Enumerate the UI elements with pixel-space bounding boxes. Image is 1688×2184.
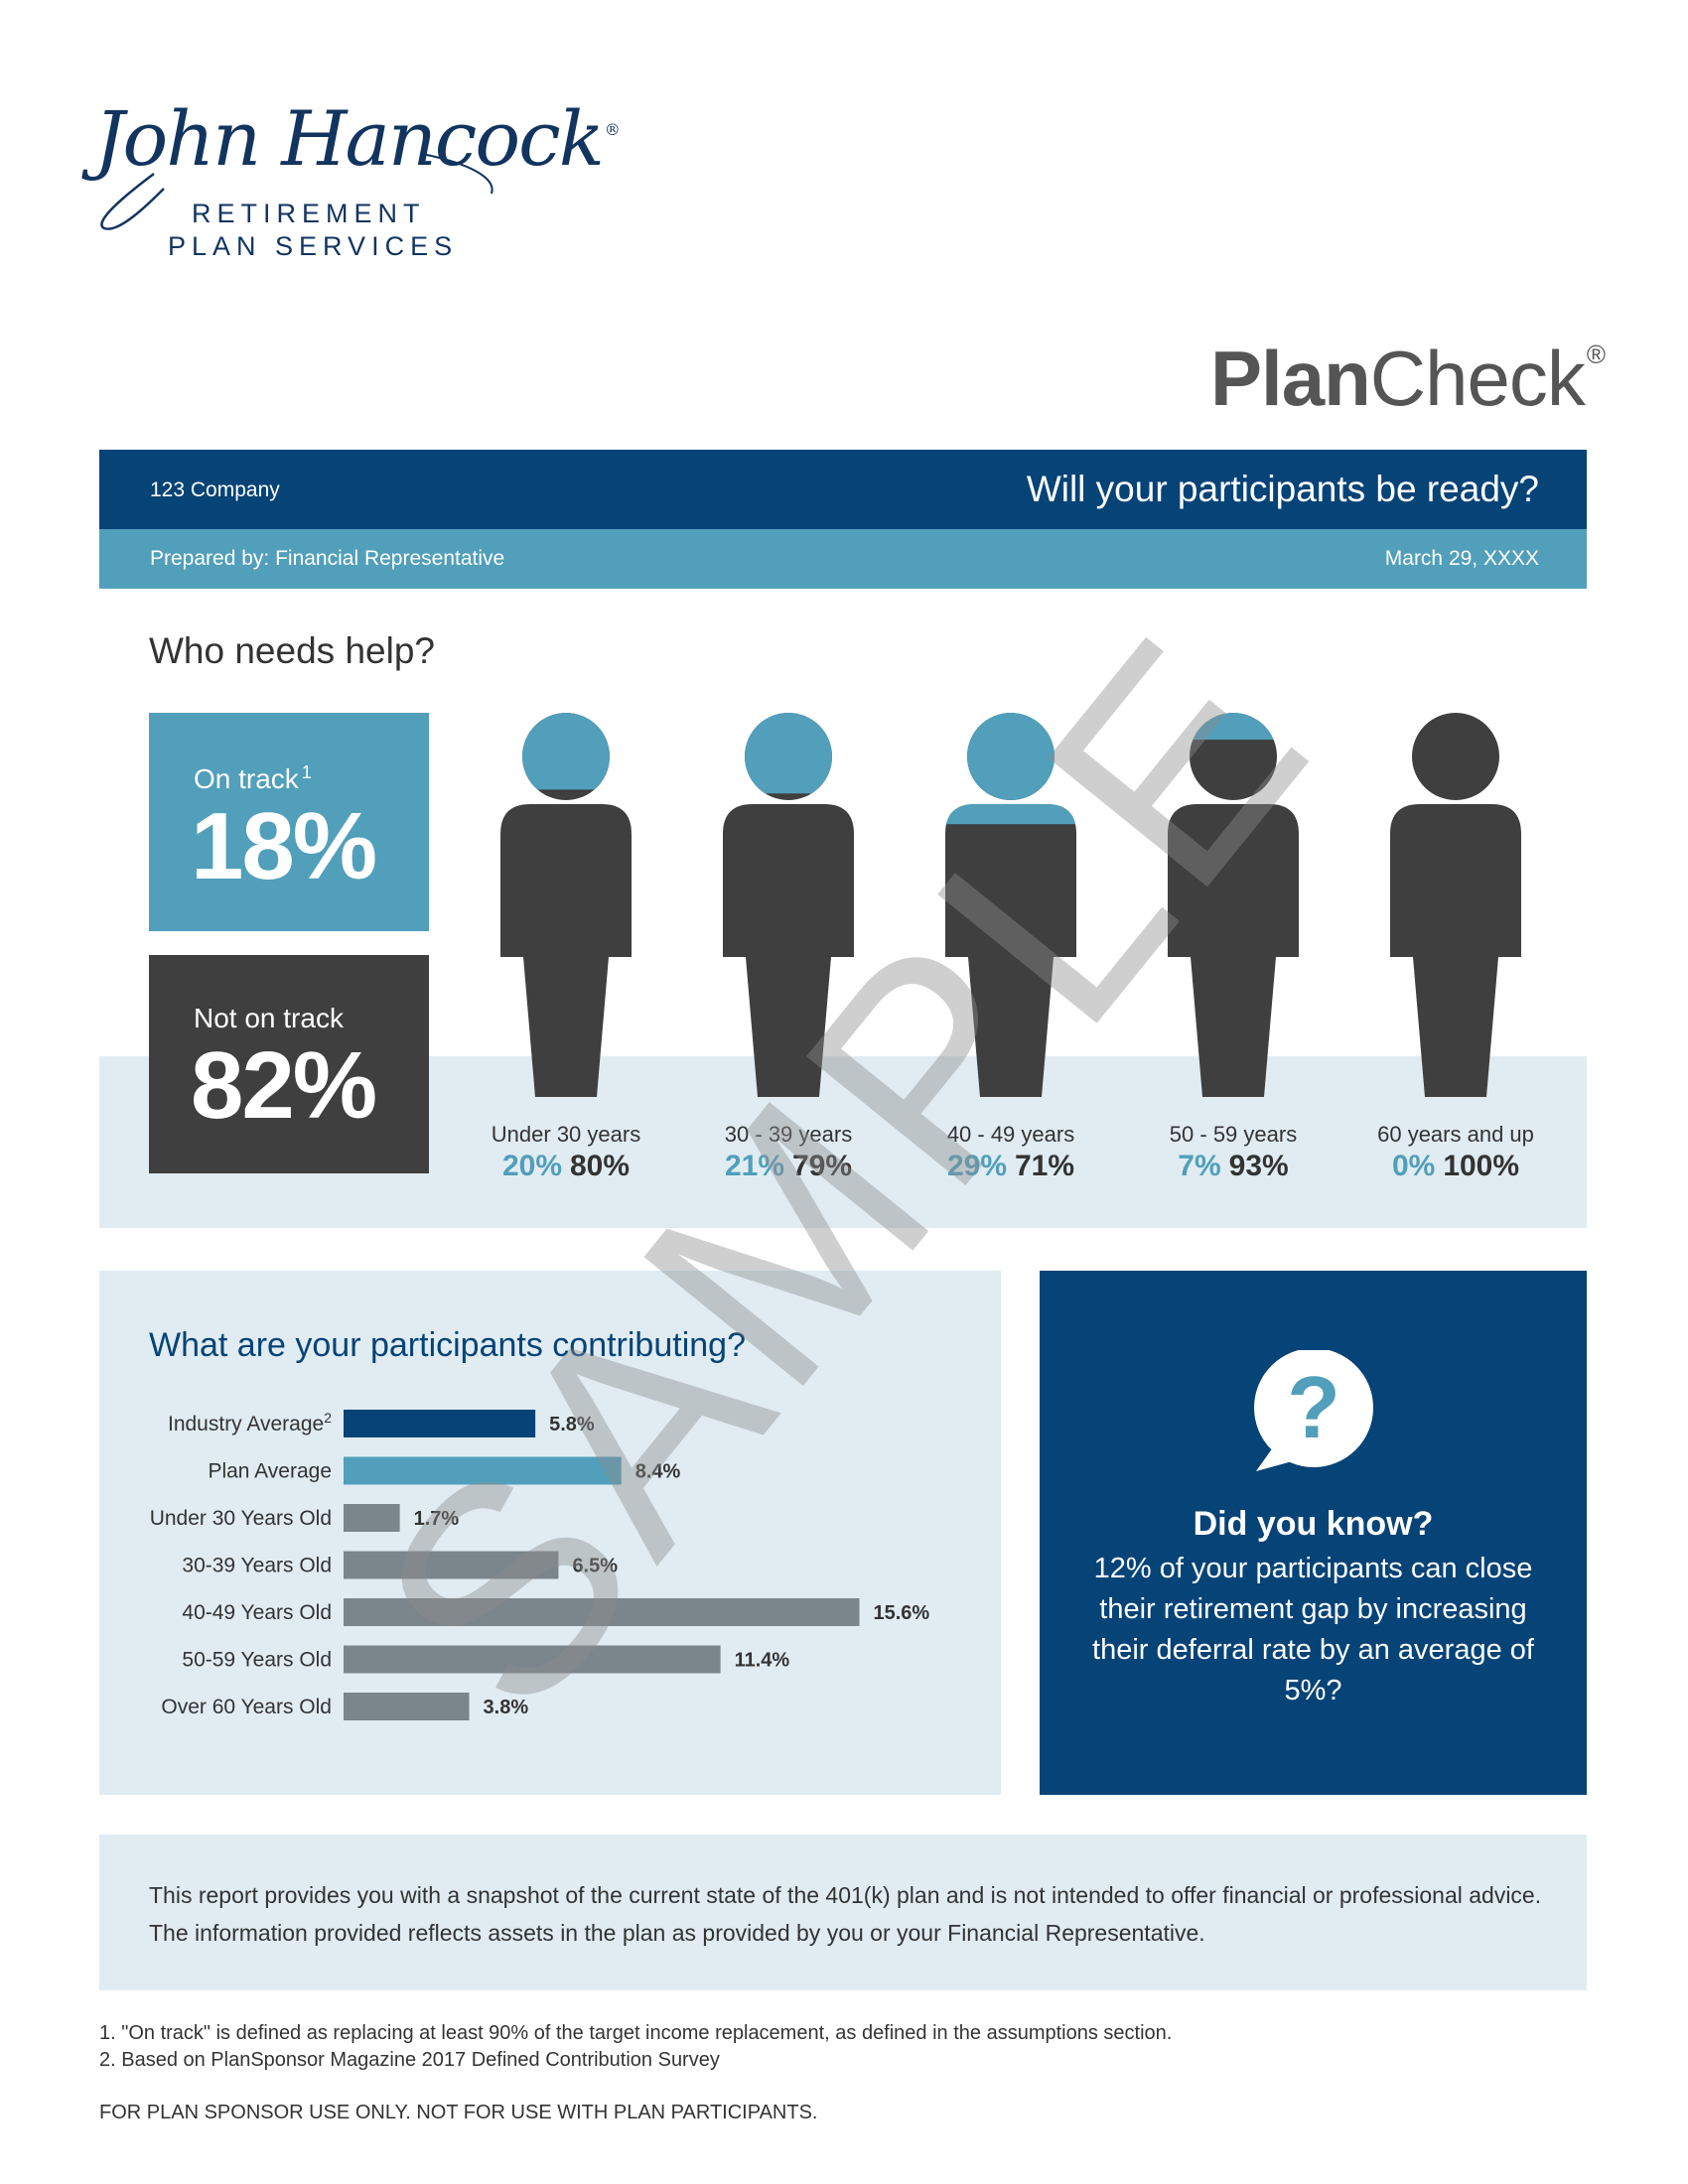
age-group-label: 60 years and up [1377, 1122, 1534, 1147]
disclaimer-text: This report provides you with a snapshot… [149, 1882, 1542, 1946]
bar [344, 1693, 470, 1720]
on-track-value: 18% [191, 793, 377, 899]
svg-text:?: ? [1287, 1358, 1340, 1456]
company-name: 123 Company [150, 478, 280, 501]
contributions-heading: What are your participants contributing? [149, 1326, 746, 1364]
not-on-track-percent: 100% [1443, 1150, 1520, 1182]
age-group-label: 40 - 49 years [946, 1122, 1075, 1147]
age-group-percentages: 7% 93% [1134, 1150, 1333, 1183]
age-group-1: Under 30 years 20% 80% [467, 713, 665, 1189]
age-group-4: 50 - 59 years 7% 93% [1134, 713, 1333, 1189]
logo-line-2: PLAN SERVICES [168, 231, 459, 261]
age-group-label: 50 - 59 years [1169, 1122, 1298, 1147]
person-figure-icon [1390, 713, 1521, 1097]
bar-value-label: 11.4% [735, 1650, 790, 1672]
not-on-track-percent: 79% [792, 1150, 853, 1182]
bar [344, 1410, 536, 1437]
bar-category-label: Industry Average2 [168, 1410, 332, 1435]
sub-header-bar: Prepared by: Financial Representative Ma… [99, 529, 1587, 589]
figure-not-on-track-fill [1390, 713, 1521, 1097]
person-figure-icon [1168, 713, 1299, 1097]
age-group-percentages: 20% 80% [467, 1150, 665, 1183]
bar-value-label: 1.7% [414, 1508, 460, 1530]
header-question: Will your participants be ready? [1026, 469, 1539, 509]
bar-category-label: 30-39 Years Old [182, 1555, 332, 1577]
bar-category-label: 50-59 Years Old [182, 1649, 332, 1672]
bar-category-label: Plan Average [208, 1460, 332, 1483]
age-group-3: 40 - 49 years 29% 71% [912, 713, 1110, 1189]
age-group-percentages: 21% 79% [689, 1150, 888, 1183]
bar [344, 1456, 622, 1485]
bar-category-label: 40-49 Years Old [182, 1601, 332, 1624]
footnote-2: 2. Based on PlanSponsor Magazine 2017 De… [99, 2049, 720, 2071]
on-track-percent: 21% [724, 1150, 784, 1182]
age-group-label: Under 30 years [491, 1122, 641, 1147]
report-date: March 29, XXXX [1384, 547, 1539, 570]
on-track-percent: 0% [1391, 1150, 1436, 1182]
bar [344, 1551, 559, 1579]
bar-value-label: 5.8% [549, 1414, 595, 1435]
bar-value-label: 3.8% [484, 1697, 529, 1718]
question-bubble-icon: ? [1254, 1350, 1373, 1471]
on-track-label: On track 1 [194, 762, 312, 794]
did-you-know-panel: ? Did you know? 12% of your participants… [1040, 1271, 1587, 1795]
figure-on-track-fill [723, 713, 854, 794]
section-heading-who-needs-help: Who needs help? [149, 630, 435, 671]
not-on-track-value: 82% [191, 1032, 377, 1139]
bar-category-label: Over 60 Years Old [161, 1696, 332, 1718]
did-you-know-body: 12% of your participants can close their… [1092, 1553, 1534, 1706]
not-on-track-percent: 93% [1228, 1150, 1289, 1182]
figure-on-track-fill [945, 713, 1076, 825]
bar-value-label: 6.5% [572, 1556, 618, 1577]
product-title: PlanCheck® [1210, 335, 1606, 422]
bar [344, 1645, 721, 1674]
prepared-by: Prepared by: Financial Representative [150, 547, 505, 570]
age-group-percentages: 29% 71% [912, 1150, 1110, 1183]
company-logo: John Hancock ® RETIREMENT PLAN SERVICES [94, 94, 621, 268]
logo-swoosh-icon [100, 153, 493, 230]
age-group-5: 60 years and up 0% 100% [1356, 713, 1555, 1189]
logo-line-1: RETIREMENT [192, 199, 426, 228]
on-track-percent: 20% [501, 1150, 562, 1182]
person-figure-icon [945, 713, 1076, 1097]
sponsor-use-note: FOR PLAN SPONSOR USE ONLY. NOT FOR USE W… [99, 2102, 818, 2123]
bar-value-label: 8.4% [635, 1461, 681, 1483]
person-figure-icon [500, 713, 632, 1097]
not-on-track-percent: 71% [1015, 1150, 1075, 1182]
disclaimer-panel: This report provides you with a snapshot… [99, 1835, 1587, 1990]
logo-script-text: John Hancock ® [94, 94, 621, 183]
not-on-track-stat: Not on track 82% [149, 955, 429, 1173]
figure-on-track-fill [500, 713, 632, 790]
on-track-percent: 7% [1178, 1150, 1221, 1182]
on-track-percent: 29% [946, 1150, 1007, 1182]
not-on-track-percent: 80% [570, 1150, 631, 1182]
header-bar: 123 Company Will your participants be re… [99, 450, 1587, 529]
age-group-label: 30 - 39 years [724, 1122, 853, 1147]
footnotes: 1. "On track" is defined as replacing at… [99, 2020, 1172, 2074]
age-group-2: 30 - 39 years 21% 79% [689, 713, 888, 1189]
on-track-stat: On track 1 18% [149, 713, 429, 931]
age-group-percentages: 0% 100% [1356, 1150, 1555, 1183]
figure-on-track-fill [1168, 713, 1299, 741]
bar-category-label: Under 30 Years Old [150, 1507, 332, 1530]
person-figure-icon [723, 713, 854, 1097]
contributions-panel: What are your participants contributing?… [99, 1271, 1001, 1795]
did-you-know-title: Did you know? [1193, 1505, 1434, 1543]
contribution-bar-chart: Industry Average2 5.8% Plan Average 8.4% Und… [150, 1410, 929, 1720]
bar-value-label: 15.6% [873, 1602, 929, 1624]
footnote-1: 1. "On track" is defined as replacing at… [99, 2022, 1173, 2044]
figure-not-on-track-fill [1168, 713, 1299, 1097]
bar [344, 1504, 400, 1532]
bar [344, 1598, 860, 1626]
not-on-track-label: Not on track [194, 1003, 344, 1033]
